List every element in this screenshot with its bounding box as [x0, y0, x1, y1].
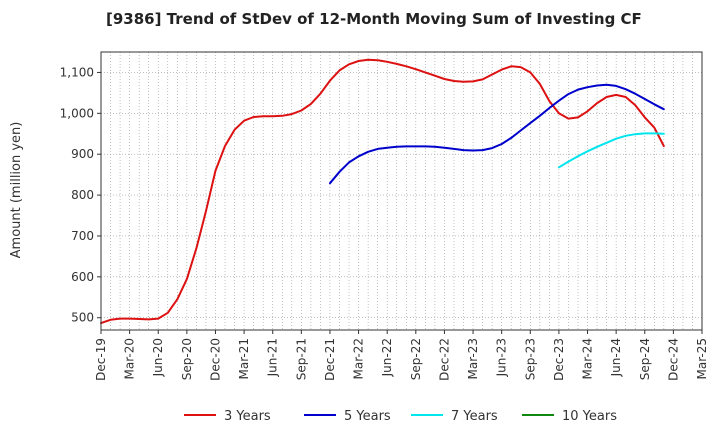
x-tick-label: Jun-22 — [380, 338, 394, 377]
x-tick-label: Dec-22 — [437, 338, 451, 381]
x-tick-label: Mar-20 — [123, 338, 137, 379]
legend-label: 7 Years — [451, 409, 498, 424]
chart-title: [9386] Trend of StDev of 12-Month Moving… — [106, 10, 642, 28]
legend-label: 3 Years — [224, 409, 271, 424]
x-tick-label: Sep-23 — [523, 338, 537, 380]
legend-label: 5 Years — [344, 409, 391, 424]
x-tick-label: Mar-22 — [352, 338, 366, 379]
series-line-5-years — [329, 83, 665, 185]
x-tick-label: Sep-22 — [409, 338, 423, 380]
y-tick-label: 800 — [71, 188, 94, 202]
x-tick-label: Jun-21 — [266, 338, 280, 377]
x-tick-label: Jun-24 — [609, 338, 623, 377]
legend-label: 10 Years — [562, 409, 617, 424]
x-tick-label: Dec-24 — [666, 338, 680, 381]
x-tick-label: Jun-20 — [151, 338, 165, 377]
x-tick-label: Dec-19 — [94, 338, 108, 381]
x-tick-label: Sep-21 — [294, 338, 308, 380]
x-tick-label: Sep-20 — [180, 338, 194, 380]
series-line-7-years — [557, 132, 665, 169]
y-tick-label: 900 — [71, 147, 94, 161]
y-tick-label: 700 — [71, 229, 94, 243]
x-tick-label: Jun-23 — [495, 338, 509, 377]
x-axis: Dec-19 Mar-20 Jun-20 Sep-20 Dec-20 Mar-21 Jun-… — [94, 330, 709, 381]
y-tick-label: 1,000 — [60, 106, 94, 120]
legend: 3 Years 5 Years 7 Years 10 Years — [184, 409, 617, 424]
plot-frame — [100, 51, 703, 331]
y-tick-label: 1,100 — [60, 65, 94, 79]
y-tick-label: 500 — [71, 311, 94, 325]
legend-item: 5 Years — [304, 409, 391, 424]
x-tick-label: Mar-25 — [695, 338, 709, 379]
series-line-3-years — [100, 58, 665, 325]
x-tick-label: Dec-20 — [208, 338, 222, 381]
y-tick-label: 600 — [71, 270, 94, 284]
x-tick-label: Sep-24 — [638, 338, 652, 380]
grid-layer — [101, 52, 702, 330]
x-tick-label: Mar-24 — [581, 338, 595, 379]
x-tick-label: Mar-23 — [466, 338, 480, 379]
y-axis: 500 600 700 800 900 1,000 1,100 — [60, 65, 101, 325]
legend-item: 10 Years — [522, 409, 617, 424]
x-tick-label: Mar-21 — [237, 338, 251, 379]
legend-item: 3 Years — [184, 409, 271, 424]
legend-item: 7 Years — [411, 409, 498, 424]
y-axis-title: Amount (million yen) — [9, 122, 24, 259]
x-tick-label: Dec-21 — [323, 338, 337, 381]
x-tick-label: Dec-23 — [552, 338, 566, 381]
series-layer — [100, 58, 665, 325]
